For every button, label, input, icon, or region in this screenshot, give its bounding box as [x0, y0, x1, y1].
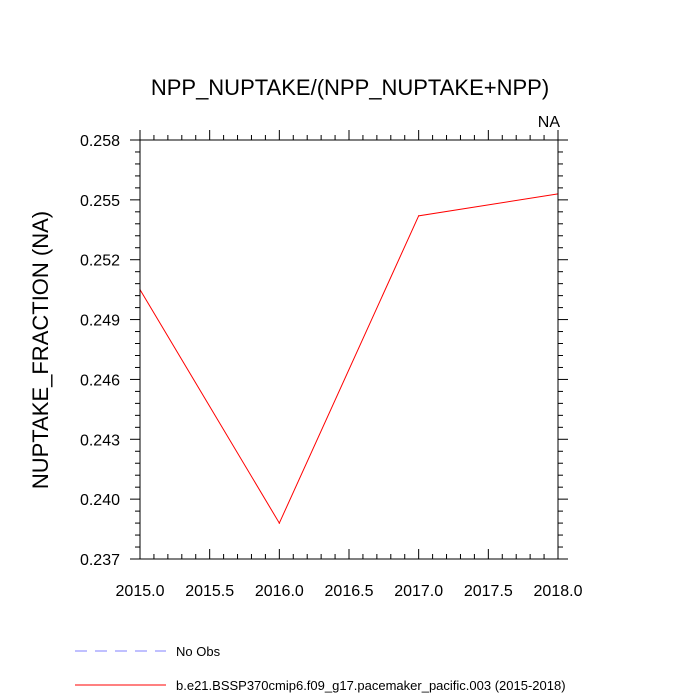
- legend-label: b.e21.BSSP370cmip6.f09_g17.pacemaker_pac…: [176, 678, 566, 693]
- y-tick-label: 0.255: [80, 193, 120, 210]
- x-tick-label: 2017.0: [394, 583, 443, 600]
- y-tick-label: 0.246: [80, 372, 120, 389]
- x-tick-label: 2017.5: [464, 583, 513, 600]
- y-tick-label: 0.252: [80, 253, 120, 270]
- plot-series: [139, 193, 559, 525]
- legend-label: No Obs: [176, 644, 221, 659]
- x-tick-label: 2015.5: [185, 583, 234, 600]
- tick-marks: [130, 130, 568, 560]
- y-tick-label: 0.249: [80, 313, 120, 330]
- x-tick-label: 2016.5: [325, 583, 374, 600]
- series-point: [418, 215, 420, 217]
- chart-title: NPP_NUPTAKE/(NPP_NUPTAKE+NPP): [151, 75, 549, 100]
- plot-frame: [139, 139, 559, 560]
- legend: No Obs b.e21.BSSP370cmip6.f09_g17.pacemak…: [75, 644, 566, 693]
- x-tick-label: 2016.0: [255, 583, 304, 600]
- x-tick-label: 2015.0: [116, 583, 165, 600]
- y-tick-label: 0.258: [80, 133, 120, 150]
- x-tick-labels: 2015.0 2015.5 2016.0 2016.5 2017.0 2017.5 2018…: [116, 583, 583, 600]
- series-point: [278, 522, 280, 524]
- y-axis-label: NUPTAKE_FRACTION (NA): [28, 211, 53, 489]
- y-tick-label: 0.237: [80, 552, 120, 569]
- x-tick-label: 2018.0: [534, 583, 583, 600]
- y-tick-label: 0.240: [80, 492, 120, 509]
- y-tick-label: 0.243: [80, 432, 120, 449]
- y-tick-labels: 0.237 0.240 0.243 0.246 0.249 0.252 0.255 0.258: [80, 133, 120, 569]
- series-line: [139, 193, 559, 525]
- chart-subtitle-right: NA: [538, 114, 561, 131]
